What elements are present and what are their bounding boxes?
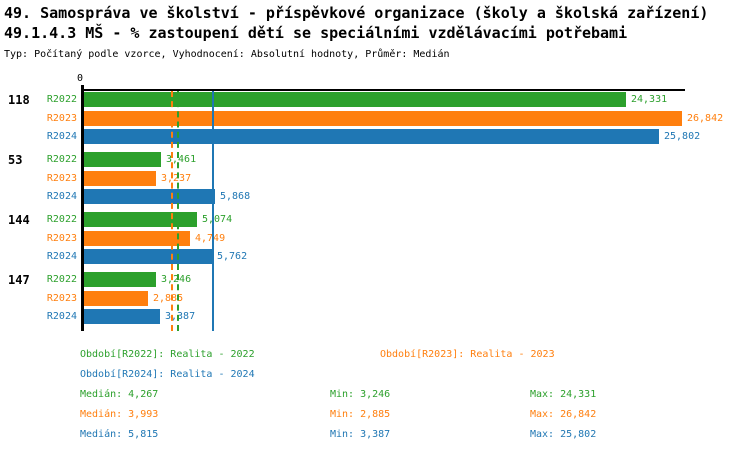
bar-R2024-118 xyxy=(84,129,659,144)
bar-value-R2022-147: 3,246 xyxy=(161,274,192,285)
bar-R2023-147 xyxy=(84,291,148,306)
median-line-R2022 xyxy=(177,91,179,331)
series-label-R2023-53: R2023 xyxy=(46,173,77,184)
series-label-R2022-147: R2022 xyxy=(46,274,77,285)
bar-value-R2023-118: 26,842 xyxy=(687,113,724,124)
stat-median-r2022: Medián: 4,267 xyxy=(80,389,159,400)
category-label-144: 144 xyxy=(8,213,30,227)
series-label-R2022-118: R2022 xyxy=(46,94,77,105)
series-label-R2022-144: R2022 xyxy=(46,214,77,225)
y-axis-line xyxy=(81,85,84,331)
stat-median-r2024: Medián: 5,815 xyxy=(80,429,159,440)
bar-R2022-147 xyxy=(84,272,156,287)
median-line-R2023 xyxy=(171,91,173,331)
stat-min-r2024: Min: 3,387 xyxy=(330,429,391,440)
legend-item-r2024: Období[R2024]: Realita - 2024 xyxy=(80,369,255,380)
bar-R2024-147 xyxy=(84,309,160,324)
legend-item-r2022: Období[R2022]: Realita - 2022 xyxy=(80,349,255,360)
report-subtitle: Typ: Počítaný podle vzorce, Vyhodnocení:… xyxy=(4,49,450,60)
legend-item-r2023: Období[R2023]: Realita - 2023 xyxy=(380,349,555,360)
x-axis-origin-label: 0 xyxy=(77,73,84,84)
bar-value-R2023-144: 4,749 xyxy=(195,233,226,244)
bar-value-R2022-53: 3,461 xyxy=(166,154,197,165)
category-label-118: 118 xyxy=(8,93,30,107)
bar-R2022-53 xyxy=(84,152,161,167)
series-label-R2024-118: R2024 xyxy=(46,131,77,142)
series-label-R2023-147: R2023 xyxy=(46,293,77,304)
bar-value-R2024-53: 5,868 xyxy=(220,191,251,202)
stat-median-r2023: Medián: 3,993 xyxy=(80,409,159,420)
bar-R2023-53 xyxy=(84,171,156,186)
median-line-R2024 xyxy=(212,91,214,331)
bar-value-R2022-118: 24,331 xyxy=(631,94,668,105)
stat-min-r2022: Min: 3,246 xyxy=(330,389,391,400)
bar-value-R2024-118: 25,802 xyxy=(664,131,701,142)
stat-max-r2022: Max: 24,331 xyxy=(530,389,597,400)
stat-max-r2023: Max: 26,842 xyxy=(530,409,597,420)
bar-R2022-144 xyxy=(84,212,197,227)
stat-max-r2024: Max: 25,802 xyxy=(530,429,597,440)
category-label-53: 53 xyxy=(8,153,23,167)
bar-value-R2022-144: 5,074 xyxy=(202,214,233,225)
series-label-R2024-144: R2024 xyxy=(46,251,77,262)
category-label-147: 147 xyxy=(8,273,30,287)
bar-R2024-144 xyxy=(84,249,212,264)
bar-value-R2023-147: 2,885 xyxy=(153,293,184,304)
bar-value-R2024-144: 5,762 xyxy=(217,251,248,262)
series-label-R2024-147: R2024 xyxy=(46,311,77,322)
bar-R2023-118 xyxy=(84,111,682,126)
bar-value-R2024-147: 3,387 xyxy=(165,311,196,322)
stat-min-r2023: Min: 2,885 xyxy=(330,409,391,420)
series-label-R2023-118: R2023 xyxy=(46,113,77,124)
bar-R2024-53 xyxy=(84,189,215,204)
series-label-R2022-53: R2022 xyxy=(46,154,77,165)
bar-R2022-118 xyxy=(84,92,626,107)
series-label-R2024-53: R2024 xyxy=(46,191,77,202)
bar-R2023-144 xyxy=(84,231,190,246)
report-title-line2: 49.1.4.3 MŠ - % zastoupení dětí se speci… xyxy=(4,24,628,42)
series-label-R2023-144: R2023 xyxy=(46,233,77,244)
report-title-line1: 49. Samospráva ve školství - příspěvkové… xyxy=(4,4,709,22)
x-axis-line xyxy=(83,89,685,91)
bar-value-R2023-53: 3,237 xyxy=(161,173,192,184)
